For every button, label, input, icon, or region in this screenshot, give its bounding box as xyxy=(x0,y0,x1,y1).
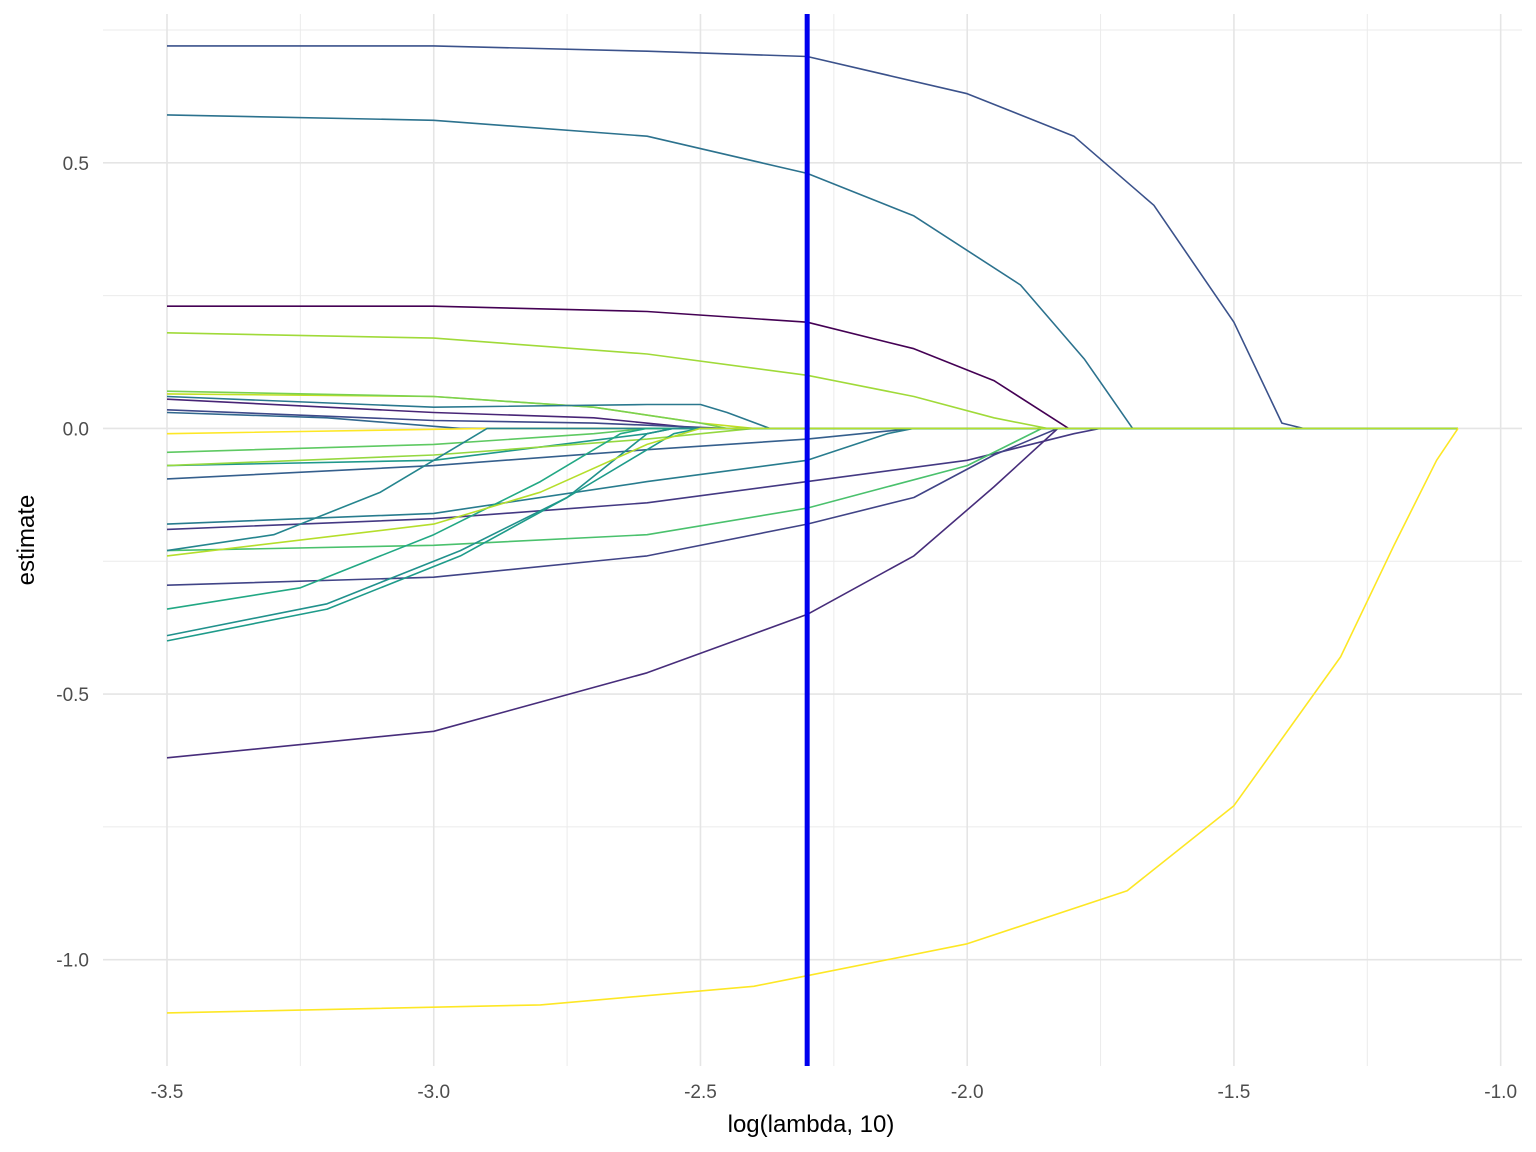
x-tick-label: -3.5 xyxy=(151,1082,184,1103)
coefficient-path-line xyxy=(166,393,1458,430)
coefficient-path-line xyxy=(166,409,1458,430)
coefficient-path-line xyxy=(166,427,1458,586)
coefficient-path-line xyxy=(166,427,1458,480)
minor-gridlines xyxy=(103,14,1522,1066)
major-gridlines xyxy=(103,14,1522,1066)
y-axis-title: estimate xyxy=(13,495,40,586)
coefficient-path-line xyxy=(166,427,1459,1014)
coefficient-path-line xyxy=(166,427,1458,610)
coefficient-paths xyxy=(166,45,1459,1014)
coefficient-path-line xyxy=(166,411,1458,430)
coefficient-path-line xyxy=(166,427,1458,525)
coefficient-path-line xyxy=(166,427,1458,557)
coefficient-path-line xyxy=(166,395,1458,430)
coefficient-path-line xyxy=(166,427,1458,454)
coefficient-path-line xyxy=(166,427,1458,531)
x-tick-label: -2.0 xyxy=(951,1082,984,1103)
coefficient-path-line xyxy=(167,45,1458,430)
y-tick-label: 0.5 xyxy=(63,154,89,175)
x-axis-tick-labels: -3.5 -3.0 -2.5 -2.0 -1.5 -1.0 xyxy=(151,1082,1517,1103)
coefficient-path-line xyxy=(166,390,1458,430)
y-axis-tick-labels: -1.0 -0.5 0.0 0.5 xyxy=(56,154,89,972)
coefficient-path-line xyxy=(166,114,1458,430)
coefficient-path-line xyxy=(166,427,1458,642)
coefficient-path-line xyxy=(166,427,1458,759)
y-tick-label: -0.5 xyxy=(56,685,89,706)
x-tick-label: -3.0 xyxy=(417,1082,450,1103)
x-tick-label: -1.5 xyxy=(1218,1082,1251,1103)
coefficient-path-line xyxy=(167,305,1458,430)
x-tick-label: -1.0 xyxy=(1484,1082,1517,1103)
coefficient-path-line xyxy=(166,427,1458,637)
x-tick-label: -2.5 xyxy=(684,1082,717,1103)
coefficient-path-line xyxy=(166,332,1458,430)
x-axis-title: log(lambda, 10) xyxy=(728,1111,895,1138)
y-tick-label: 0.0 xyxy=(63,419,89,440)
y-tick-label: -1.0 xyxy=(56,951,89,972)
